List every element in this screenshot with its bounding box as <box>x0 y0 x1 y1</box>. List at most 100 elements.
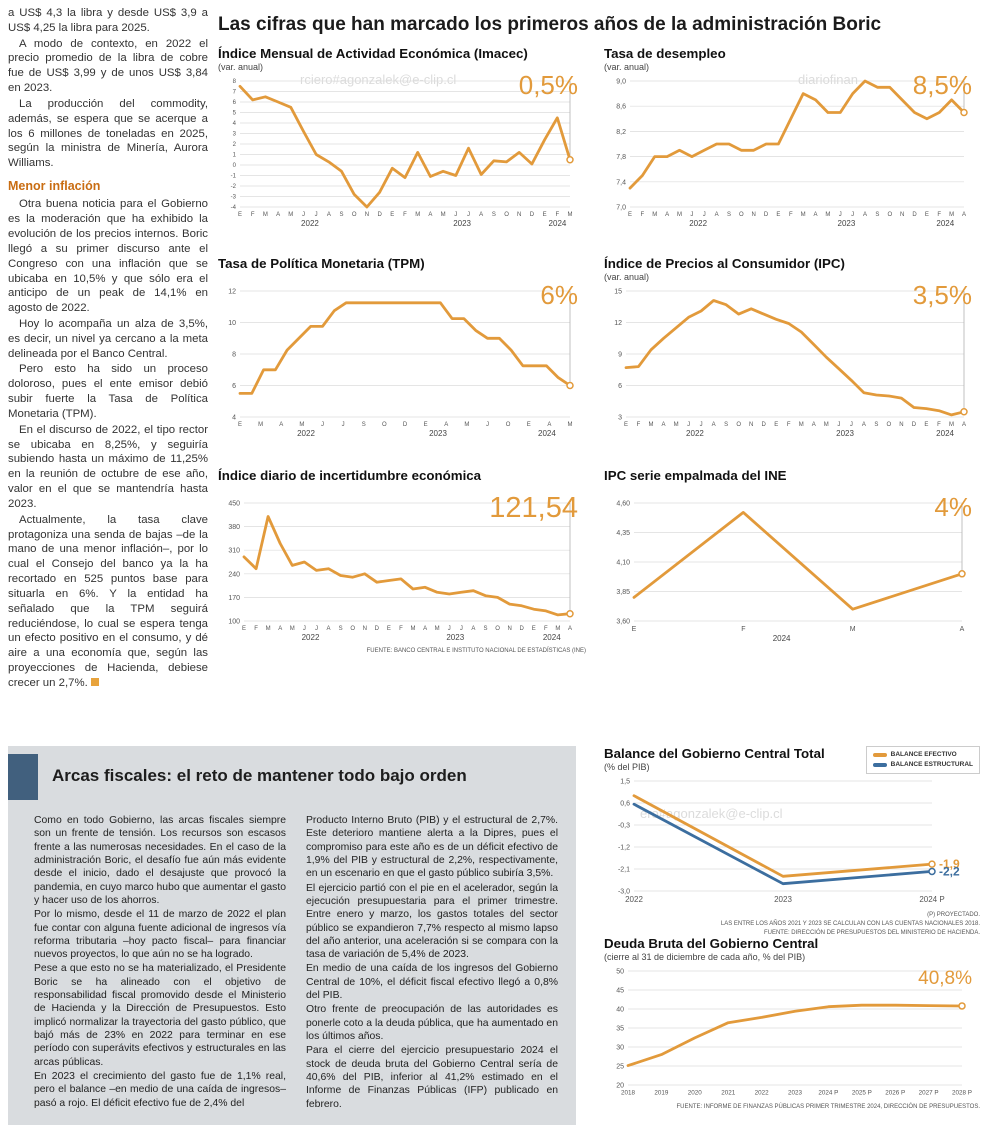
svg-text:4,10: 4,10 <box>616 559 630 566</box>
chart-subtitle: (% del PIB) <box>604 762 650 772</box>
svg-text:J: J <box>837 422 840 428</box>
svg-text:12: 12 <box>228 288 236 295</box>
chart-subtitle <box>218 272 586 283</box>
svg-text:D: D <box>403 422 408 428</box>
svg-text:M: M <box>652 212 657 218</box>
chart-footnote: LAS ENTRE LOS AÑOS 2021 Y 2023 SE CALCUL… <box>720 921 980 927</box>
svg-text:2023: 2023 <box>836 429 854 438</box>
svg-text:J: J <box>342 422 345 428</box>
svg-text:A: A <box>960 626 965 633</box>
svg-text:2028 P: 2028 P <box>952 1089 972 1096</box>
svg-text:M: M <box>441 212 446 218</box>
svg-text:D: D <box>912 212 917 218</box>
svg-text:15: 15 <box>614 288 622 295</box>
svg-text:2024: 2024 <box>936 429 954 438</box>
svg-text:6: 6 <box>232 383 236 390</box>
article-paragraph: A modo de contexto, en 2022 el precio pr… <box>8 37 208 95</box>
svg-text:8: 8 <box>232 351 236 358</box>
svg-text:S: S <box>483 626 487 632</box>
svg-text:M: M <box>799 422 804 428</box>
chart-title: Índice diario de incertidumbre económica <box>218 468 482 483</box>
svg-text:8,2: 8,2 <box>616 129 626 136</box>
chart-source: FUENTE: INFORME DE FINANZAS PÚBLICAS PRI… <box>676 1104 981 1110</box>
svg-text:J: J <box>850 422 853 428</box>
svg-text:2024: 2024 <box>549 219 567 228</box>
svg-text:2027 P: 2027 P <box>919 1089 939 1096</box>
ipc-ine-line-chart: 4,60 4,35 4,10 3,85 3,60E F M A 2024 <box>616 500 966 643</box>
svg-text:3: 3 <box>233 132 237 138</box>
svg-text:N: N <box>363 626 367 632</box>
svg-text:J: J <box>448 626 451 632</box>
svg-text:E: E <box>242 626 246 632</box>
svg-text:2023: 2023 <box>446 633 464 642</box>
svg-text:N: N <box>899 422 903 428</box>
svg-text:2022: 2022 <box>625 895 643 904</box>
svg-text:2022: 2022 <box>301 219 319 228</box>
svg-text:2024: 2024 <box>538 429 556 438</box>
svg-text:E: E <box>776 212 780 218</box>
svg-text:F: F <box>787 422 791 428</box>
svg-text:J: J <box>315 626 318 632</box>
svg-text:E: E <box>387 626 391 632</box>
svg-text:M: M <box>674 422 679 428</box>
svg-text:2024: 2024 <box>543 633 561 642</box>
svg-text:O: O <box>736 422 741 428</box>
svg-text:F: F <box>641 212 645 218</box>
svg-text:2024: 2024 <box>936 219 954 228</box>
svg-text:40: 40 <box>616 1006 624 1013</box>
svg-text:35: 35 <box>616 1025 624 1032</box>
svg-text:N: N <box>749 422 753 428</box>
svg-text:S: S <box>339 626 343 632</box>
svg-text:12: 12 <box>614 320 622 327</box>
svg-text:7,0: 7,0 <box>616 204 626 211</box>
svg-text:J: J <box>703 212 706 218</box>
svg-text:J: J <box>467 212 470 218</box>
svg-text:N: N <box>752 212 756 218</box>
svg-text:A: A <box>276 212 280 218</box>
svg-text:30: 30 <box>616 1044 624 1051</box>
chart-value-callout: 0,5% <box>518 70 578 100</box>
legend-label: BALANCE ESTRUCTURAL <box>890 760 973 768</box>
chart-title: Deuda Bruta del Gobierno Central <box>604 936 819 951</box>
svg-text:N: N <box>900 212 904 218</box>
chart-source: FUENTE: BANCO CENTRAL E INSTITUTO NACION… <box>366 648 586 654</box>
svg-text:J: J <box>460 626 463 632</box>
svg-text:A: A <box>547 422 551 428</box>
svg-text:S: S <box>340 212 344 218</box>
panel-title: Arcas fiscales: el reto de mantener todo… <box>52 766 467 785</box>
svg-text:O: O <box>382 422 387 428</box>
svg-text:10: 10 <box>228 320 236 327</box>
svg-text:2022: 2022 <box>689 219 707 228</box>
svg-text:A: A <box>962 212 966 218</box>
svg-text:2024 P: 2024 P <box>919 895 944 904</box>
svg-text:A: A <box>712 422 716 428</box>
svg-text:D: D <box>762 422 767 428</box>
svg-text:-1: -1 <box>231 174 237 180</box>
svg-text:1: 1 <box>233 153 237 159</box>
chart-value-callout: 6% <box>540 280 578 310</box>
svg-text:2024 P: 2024 P <box>818 1089 838 1096</box>
svg-text:D: D <box>764 212 769 218</box>
panel-column-2: Producto Interno Bruto (PIB) y el estruc… <box>306 814 558 1112</box>
svg-text:E: E <box>774 422 778 428</box>
svg-text:E: E <box>632 626 637 633</box>
chart-footnote: (P) PROYECTADO. <box>927 912 980 918</box>
svg-text:J: J <box>690 212 693 218</box>
chart-title: IPC serie empalmada del INE <box>604 468 787 483</box>
svg-text:A: A <box>665 212 669 218</box>
svg-text:2019: 2019 <box>654 1089 669 1096</box>
svg-text:-3,0: -3,0 <box>618 888 630 895</box>
chart-title: Tasa de Política Monetaria (TPM) <box>218 256 425 271</box>
svg-text:F: F <box>637 422 641 428</box>
svg-text:J: J <box>700 422 703 428</box>
svg-text:F: F <box>251 212 255 218</box>
svg-text:M: M <box>411 626 416 632</box>
svg-text:4: 4 <box>233 121 237 127</box>
chart-legend: BALANCE EFECTIVO BALANCE ESTRUCTURAL <box>865 746 980 774</box>
svg-text:-2,2: -2,2 <box>939 864 960 878</box>
svg-text:45: 45 <box>616 987 624 994</box>
svg-text:M: M <box>464 422 469 428</box>
svg-text:50: 50 <box>616 968 624 975</box>
